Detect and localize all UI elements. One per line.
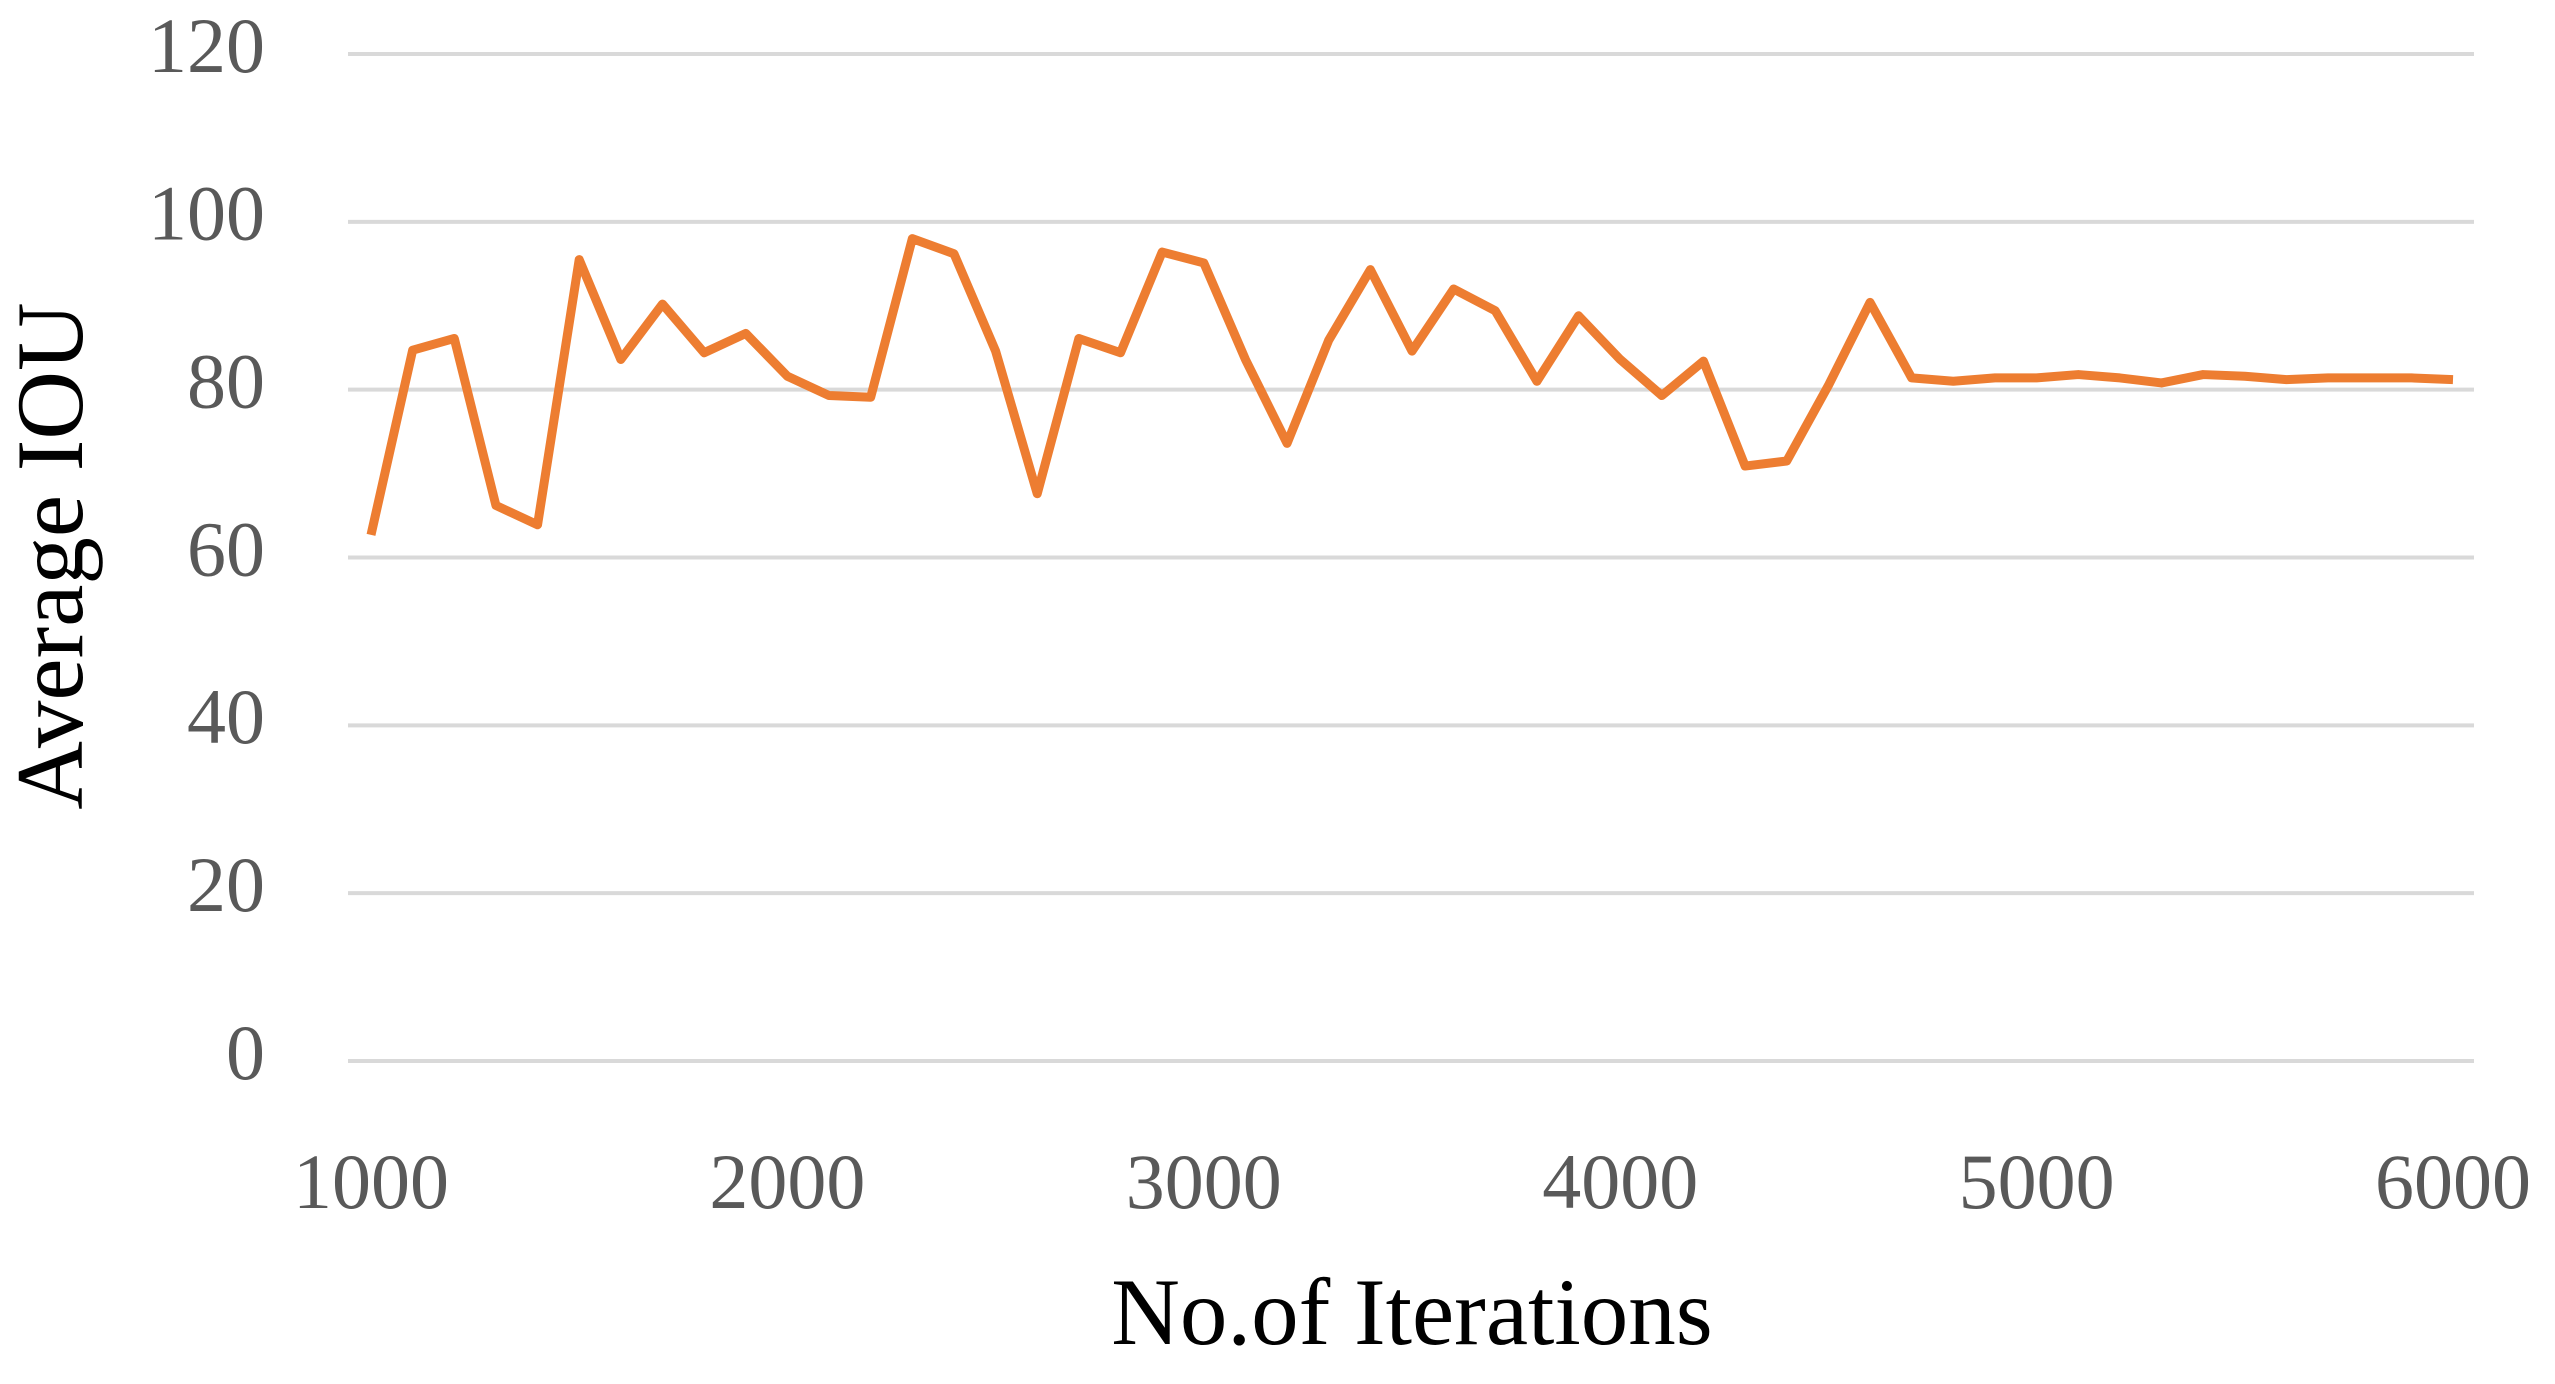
y-tick-label: 40 [187, 673, 265, 760]
x-tick-label: 4000 [1542, 1138, 1698, 1225]
x-axis-title: No.of Iterations [1111, 1259, 1713, 1365]
y-tick-label: 80 [187, 338, 265, 425]
x-tick-label: 1000 [293, 1138, 449, 1225]
y-axis-title: Average IOU [0, 302, 103, 809]
x-tick-label: 6000 [2375, 1138, 2531, 1225]
line-series [366, 234, 2454, 536]
x-tick-label: 2000 [709, 1138, 865, 1225]
y-tick-label: 100 [148, 170, 265, 257]
y-tick-label: 20 [187, 841, 265, 928]
y-tick-label: 60 [187, 505, 265, 592]
x-tick-label: 3000 [1126, 1138, 1282, 1225]
y-tick-label: 120 [148, 2, 265, 89]
x-tick-label: 5000 [1959, 1138, 2115, 1225]
y-tick-label: 0 [226, 1009, 265, 1096]
